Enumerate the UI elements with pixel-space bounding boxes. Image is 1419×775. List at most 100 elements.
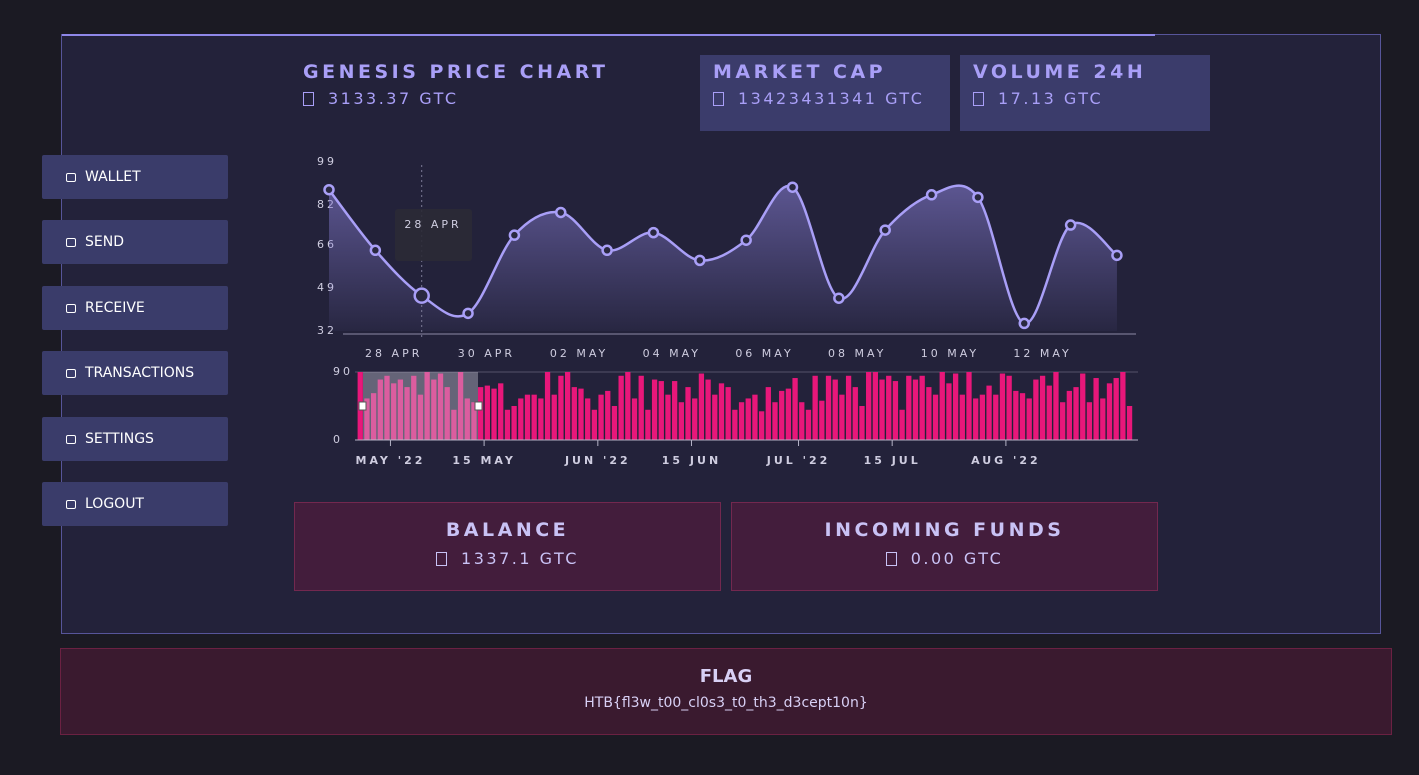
volume-bar: [993, 394, 999, 440]
volume-bar: [484, 385, 490, 440]
volume-bar: [1113, 378, 1119, 440]
x-tick-label: AUG '22: [971, 454, 1041, 467]
volume-bar: [370, 393, 377, 440]
volume-bar: [397, 379, 404, 440]
volume-bar: [1120, 372, 1126, 440]
volume-bar: [999, 373, 1006, 440]
nav-transactions[interactable]: TRANSACTIONS: [42, 351, 228, 395]
incoming-value: 0.00 GTC: [910, 549, 1004, 568]
volume-bar: [685, 387, 691, 440]
volume-bar: [598, 394, 604, 440]
volume-bar: [966, 372, 972, 440]
volume-bar: [1019, 393, 1026, 440]
volume-bar: [551, 394, 557, 440]
price-value-row: 3133.37 GTC: [303, 89, 608, 108]
volume-bar: [866, 372, 872, 440]
volume-bar: [758, 411, 765, 440]
volume-bar: [919, 375, 925, 440]
tooltip-box: [395, 209, 472, 261]
nav-label[interactable]: SETTINGS: [85, 431, 154, 447]
volume-bar: [672, 381, 678, 440]
market-cap-value: 13423431341 GTC: [738, 89, 925, 108]
incoming-row: 0.00 GTC: [732, 549, 1157, 568]
volume-bar: [504, 409, 511, 440]
nav-send[interactable]: SEND: [42, 220, 228, 264]
y-tick-label: 0: [333, 433, 343, 446]
volume-bar: [852, 387, 858, 440]
volume-bar: [1066, 390, 1072, 440]
volume-bar: [585, 398, 591, 440]
price-point: [462, 307, 474, 320]
volume-bar: [1100, 398, 1106, 440]
volume-bar: [524, 394, 531, 440]
nav-receive[interactable]: RECEIVE: [42, 286, 228, 330]
volume-bar: [799, 402, 805, 440]
volume-bar: [651, 379, 658, 440]
price-point: [925, 189, 938, 201]
volume-bar: [712, 394, 718, 440]
volume-bar: [912, 379, 919, 440]
flag-title: FLAG: [699, 666, 753, 687]
volume-row: 17.13 GTC: [973, 89, 1210, 108]
x-tick-label: 15 JUN: [662, 454, 721, 467]
progress-line: [62, 34, 1155, 36]
volume-bar: [772, 402, 778, 440]
volume-bar: [558, 375, 564, 440]
market-cap-title: MARKET CAP: [713, 61, 887, 83]
price-point: [369, 244, 382, 257]
volume-bar: [926, 387, 932, 440]
nav-label[interactable]: TRANSACTIONS: [85, 365, 195, 381]
flag-card: FLAG HTB{fl3w_t00_cl0s3_t0_th3_d3cept10n…: [60, 648, 1392, 735]
volume-bar: [906, 375, 912, 440]
volume-bar: [417, 394, 424, 440]
nav-label[interactable]: WALLET: [85, 169, 141, 185]
volume-bar: [892, 381, 899, 440]
flag-value: HTB{fl3w_t00_cl0s3_t0_th3_d3cept10n}: [584, 695, 868, 711]
x-tick-label: 30 APR: [458, 347, 515, 360]
nav-wallet[interactable]: WALLET: [42, 155, 228, 199]
volume-bar: [377, 379, 383, 440]
volume-bar: [498, 383, 504, 440]
volume-bar: [625, 372, 631, 440]
volume-bar: [845, 375, 852, 440]
balance-card: BALANCE 1337.1 GTC: [294, 502, 721, 591]
price-point: [555, 206, 567, 219]
nav-label[interactable]: LOGOUT: [85, 496, 144, 512]
volume-bar: [1080, 373, 1086, 440]
price-block: GENESIS PRICE CHART 3133.37 GTC: [303, 61, 608, 108]
volume-bar: [792, 378, 798, 440]
volume-bar: [591, 409, 598, 440]
volume-bar: [939, 372, 945, 440]
nav-logout[interactable]: LOGOUT: [42, 482, 228, 526]
volume-bar: [812, 375, 818, 440]
x-tick-label: 15 MAY: [452, 454, 516, 467]
volume-bar: [979, 394, 986, 440]
volume-bar: [1026, 398, 1032, 440]
volume-bar: [411, 375, 417, 440]
nav-settings[interactable]: SETTINGS: [42, 417, 228, 461]
volume-bar: [578, 388, 584, 440]
volume-bar: [424, 372, 430, 440]
volume-bar: [959, 394, 965, 440]
nav-label[interactable]: SEND: [85, 234, 124, 250]
volume-bar: [564, 372, 571, 440]
price-point: [1111, 249, 1123, 262]
volume-bar: [464, 398, 470, 440]
volume-bar: [725, 387, 731, 440]
y-tick-label: 99: [317, 155, 337, 168]
volume-bar: [391, 383, 397, 440]
volume-bar: [645, 409, 651, 440]
volume-bar: [618, 375, 624, 440]
volume-bar: [1093, 378, 1099, 440]
price-point: [508, 229, 521, 241]
volume-bar: [665, 394, 671, 440]
volume-title: VOLUME 24H: [973, 61, 1147, 83]
market-cap-card: MARKET CAP 13423431341 GTC: [700, 55, 950, 131]
x-tick-label: 28 APR: [365, 347, 422, 360]
volume-bar: [638, 375, 644, 440]
nav-label[interactable]: RECEIVE: [85, 300, 145, 316]
volume-bar: [1060, 402, 1066, 440]
volume-bar: [732, 409, 738, 440]
